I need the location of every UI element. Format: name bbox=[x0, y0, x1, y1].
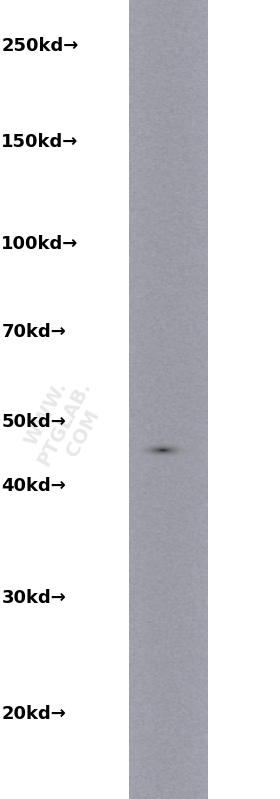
Text: 250kd→: 250kd→ bbox=[1, 38, 79, 55]
Text: 30kd→: 30kd→ bbox=[1, 589, 66, 606]
Text: 100kd→: 100kd→ bbox=[1, 235, 79, 252]
Text: WWW.
PTGLAB.
COM: WWW. PTGLAB. COM bbox=[16, 368, 113, 479]
Text: 20kd→: 20kd→ bbox=[1, 705, 66, 722]
Text: 70kd→: 70kd→ bbox=[1, 323, 66, 340]
Text: 50kd→: 50kd→ bbox=[1, 413, 66, 431]
Text: 150kd→: 150kd→ bbox=[1, 133, 79, 151]
Text: 40kd→: 40kd→ bbox=[1, 477, 66, 495]
